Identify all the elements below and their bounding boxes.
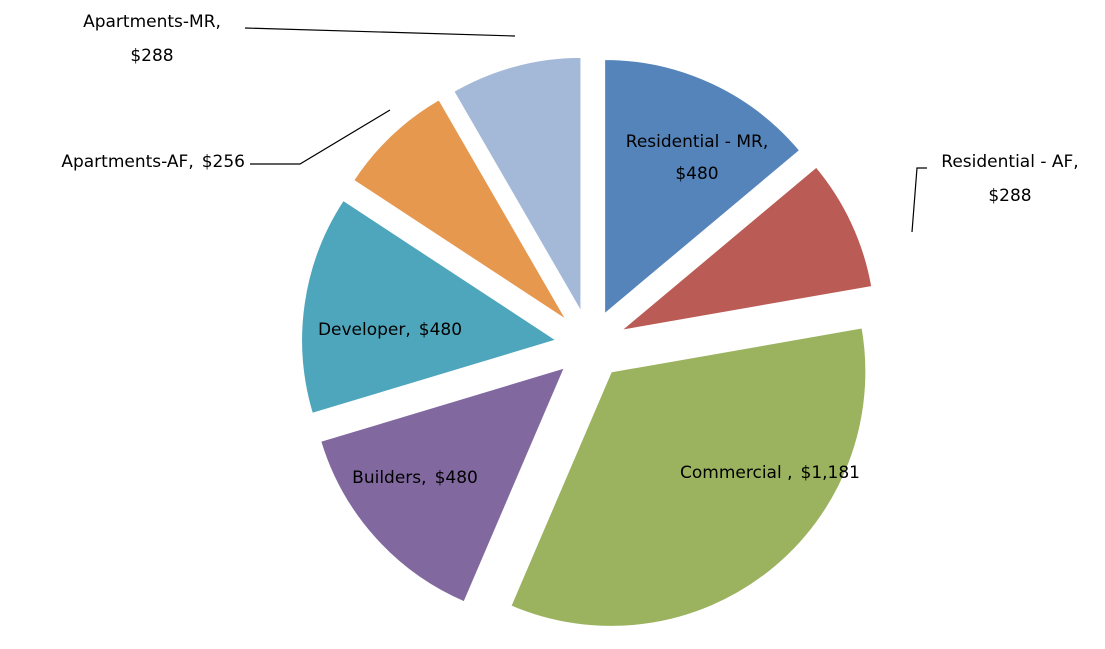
data-label-value: $480 <box>419 320 462 340</box>
data-label: Builders, $480 <box>352 468 478 488</box>
pie-slice <box>603 58 801 316</box>
data-label-category: Apartments-MR, <box>83 12 221 32</box>
data-label-category: Residential - AF, <box>941 152 1078 172</box>
leader-line <box>250 109 391 165</box>
data-label-value: $480 <box>435 468 478 488</box>
data-label-category: Commercial , <box>680 463 792 483</box>
pie-slice <box>452 56 582 315</box>
data-label-value: $256 <box>202 152 245 172</box>
data-label: Commercial , $1,181 <box>680 463 860 483</box>
leader-line <box>244 27 516 37</box>
data-label-category: Builders, <box>352 468 426 488</box>
data-label: Apartments-AF, $256 <box>61 152 245 172</box>
data-label: Developer, $480 <box>318 320 462 340</box>
leader-line <box>911 167 927 233</box>
data-label-category: Developer, <box>318 320 411 340</box>
data-label-value: $480 <box>675 164 718 184</box>
pie <box>300 56 873 628</box>
pie-slice <box>352 98 568 321</box>
pie-slice <box>319 366 566 604</box>
pie-slice <box>509 326 867 628</box>
pie-slice <box>618 165 873 332</box>
data-label-value: $1,181 <box>801 463 860 483</box>
pie-slice <box>300 199 559 415</box>
data-label-category: Apartments-AF, <box>61 152 193 172</box>
data-label-category: Residential - MR, <box>626 132 768 152</box>
data-label-value: $288 <box>988 186 1031 206</box>
data-label-value: $288 <box>130 46 173 66</box>
